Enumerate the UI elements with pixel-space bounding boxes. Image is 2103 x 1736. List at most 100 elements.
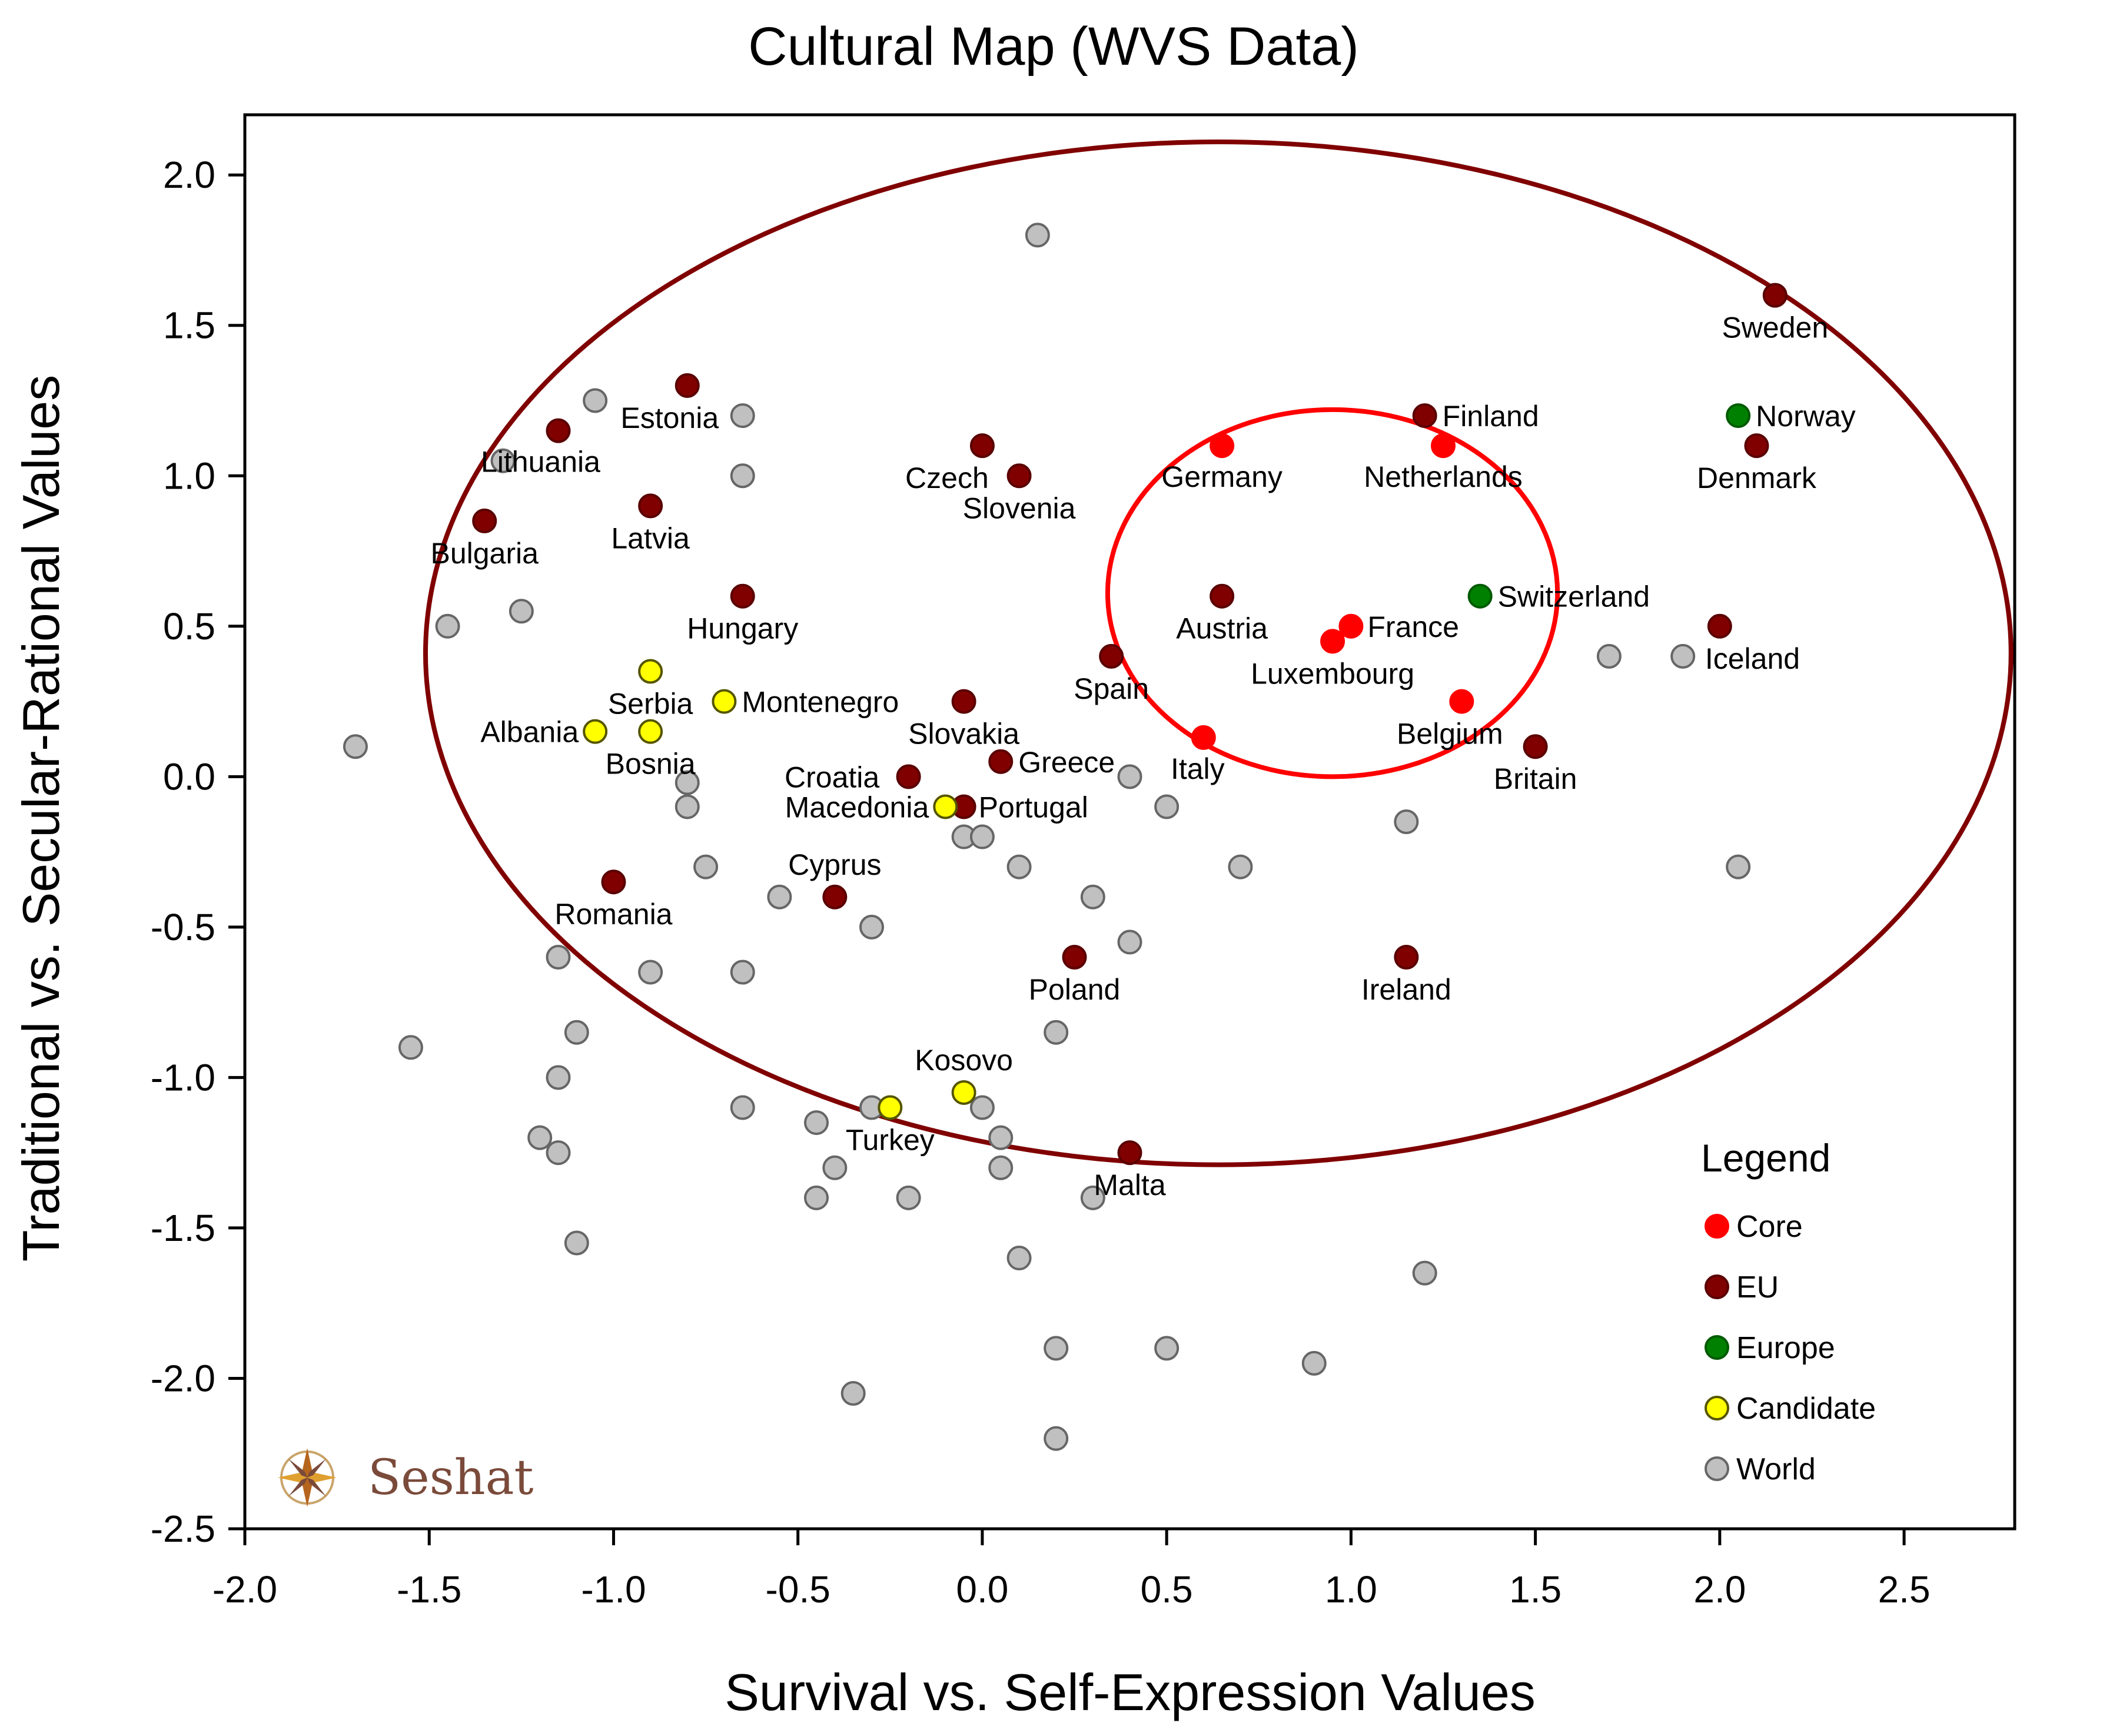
point-world: [435, 613, 460, 639]
points-layer: [343, 223, 1788, 1451]
x-tick-label: -0.5: [766, 1568, 830, 1611]
label-portugal: Portugal: [979, 791, 1088, 824]
point-world: [988, 1155, 1014, 1180]
point-czech: [969, 433, 995, 459]
point-world: [896, 1185, 921, 1210]
x-tick-label: 2.0: [1693, 1568, 1746, 1611]
point-world: [730, 1095, 755, 1120]
point-romania: [601, 869, 626, 895]
label-spain: Spain: [1074, 672, 1149, 705]
point-world: [1394, 809, 1419, 834]
x-axis-label: Survival vs. Self-Expression Values: [725, 1663, 1536, 1721]
x-tick-label: 1.0: [1325, 1568, 1377, 1611]
point-slovakia: [951, 689, 976, 714]
point-germany: [1210, 433, 1235, 459]
point-world: [1025, 223, 1050, 248]
point-cyprus: [822, 884, 848, 910]
point-world: [675, 770, 700, 795]
label-slovakia: Slovakia: [908, 718, 1019, 751]
y-tick-label: 1.0: [163, 454, 215, 497]
x-tick-label: 0.0: [956, 1568, 1008, 1611]
core-ellipse: [1105, 407, 1560, 779]
point-world: [969, 1095, 995, 1120]
legend-marker-candidate: [1705, 1396, 1729, 1420]
point-world: [1596, 643, 1622, 669]
label-norway: Norway: [1756, 400, 1855, 433]
point-austria: [1210, 583, 1235, 609]
point-world: [1670, 643, 1696, 669]
legend-marker-core: [1705, 1214, 1729, 1239]
label-iceland: Iceland: [1705, 642, 1800, 675]
point-world: [1044, 1426, 1069, 1451]
label-poland: Poland: [1029, 973, 1121, 1006]
label-netherlands: Netherlands: [1364, 460, 1523, 493]
point-britain: [1523, 734, 1548, 759]
x-tick-label: 1.5: [1509, 1568, 1562, 1611]
point-world: [693, 854, 719, 879]
point-kosovo: [951, 1080, 976, 1105]
legend-label-eu: EU: [1736, 1270, 1779, 1305]
point-world: [1006, 854, 1032, 879]
point-world: [343, 734, 368, 759]
legend-label-world: World: [1736, 1452, 1816, 1486]
point-world: [398, 1035, 423, 1060]
x-axis: -2.0 -1.5 -1.0 -0.5 0.0 0.5 1.0 1.5 2.0 2.5: [212, 1529, 1931, 1611]
label-luxembourg: Luxembourg: [1251, 657, 1414, 690]
point-greece: [988, 749, 1014, 774]
labels-layer: Sweden Finland Denmark Estonia Lithuania Czec…: [430, 311, 1855, 1202]
label-bulgaria: Bulgaria: [430, 537, 539, 570]
point-lithuania: [546, 418, 571, 443]
point-world: [1006, 1246, 1032, 1271]
point-slovenia: [1006, 463, 1032, 489]
point-sweden: [1762, 283, 1788, 308]
y-tick-label: 1.5: [163, 304, 215, 347]
point-world: [1044, 1336, 1069, 1361]
y-axis-label: Traditional vs. Secular-Rational Values: [12, 375, 70, 1262]
point-world: [527, 1125, 553, 1150]
label-czech: Czech: [905, 462, 989, 494]
y-tick-label: -1.5: [151, 1207, 215, 1249]
y-tick-label: -2.0: [151, 1357, 215, 1399]
label-bosnia: Bosnia: [606, 748, 696, 781]
label-sweden: Sweden: [1722, 311, 1828, 344]
label-germany: Germany: [1161, 460, 1283, 493]
point-world: [1301, 1350, 1327, 1376]
x-tick-label: 0.5: [1141, 1568, 1193, 1611]
point-luxembourg: [1320, 629, 1345, 654]
legend-marker-eu: [1705, 1274, 1729, 1299]
legend-marker-world: [1705, 1456, 1729, 1481]
point-hungary: [730, 583, 755, 609]
point-world: [675, 794, 700, 819]
point-world: [804, 1110, 829, 1136]
legend-label-europe: Europe: [1736, 1331, 1835, 1365]
compass-rose-icon: [278, 1448, 337, 1507]
point-world: [1080, 884, 1105, 910]
label-ireland: Ireland: [1361, 973, 1451, 1006]
point-finland: [1412, 403, 1437, 429]
label-croatia: Croatia: [785, 761, 879, 794]
y-tick-label: 2.0: [163, 154, 215, 196]
label-malta: Malta: [1094, 1169, 1165, 1201]
label-cyprus: Cyprus: [788, 848, 881, 881]
point-poland: [1062, 944, 1087, 970]
x-tick-label: -2.0: [212, 1568, 277, 1611]
x-tick-label: 2.5: [1878, 1568, 1931, 1611]
point-world: [840, 1381, 866, 1406]
y-axis: 2.0 1.5 1.0 0.5 0.0 -0.5 -1.0 -1.5 -2.0 -2.5: [151, 154, 245, 1550]
point-world: [1117, 930, 1142, 955]
x-tick-label: -1.0: [581, 1568, 646, 1611]
label-estonia: Estonia: [620, 401, 719, 434]
point-macedonia: [933, 794, 958, 819]
ellipses-layer: [423, 139, 2014, 1167]
point-denmark: [1744, 433, 1769, 459]
label-montenegro: Montenegro: [742, 686, 899, 719]
point-world: [1154, 1336, 1180, 1361]
label-romania: Romania: [554, 898, 672, 931]
label-denmark: Denmark: [1697, 462, 1817, 494]
legend: Legend Core EU Europe Candidate World: [1701, 1136, 1876, 1486]
point-world: [638, 960, 663, 985]
point-world: [730, 463, 755, 489]
chart-title: Cultural Map (WVS Data): [748, 16, 1359, 77]
point-world: [1080, 1185, 1105, 1210]
